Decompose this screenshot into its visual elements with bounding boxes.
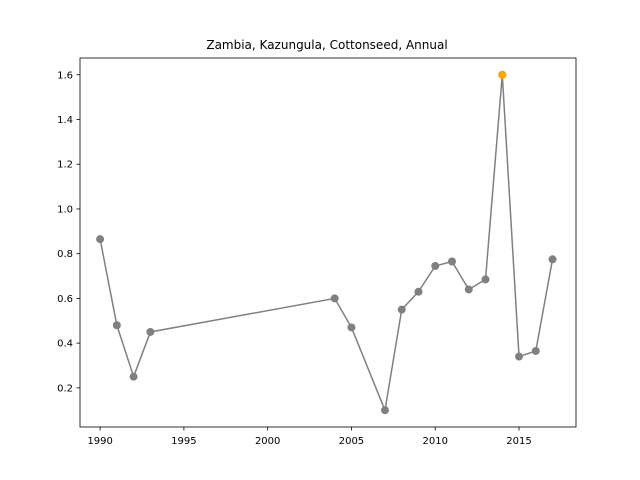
y-tick-label: 1.6 <box>57 70 73 81</box>
x-tick-label: 2000 <box>255 436 280 447</box>
x-tick-label: 1995 <box>171 436 196 447</box>
x-tick-label: 2005 <box>339 436 364 447</box>
data-point <box>96 235 105 244</box>
data-point <box>397 305 406 314</box>
plot-area: 1990 1995 2000 2005 2010 2015 0.2 0.4 0.6 0.8 1.0 1… <box>57 57 577 447</box>
y-tick-label: 0.8 <box>57 249 73 260</box>
data-point <box>548 255 557 264</box>
data-point <box>330 294 339 303</box>
data-point <box>531 346 540 355</box>
data-point <box>146 327 155 336</box>
data-point <box>112 321 121 330</box>
x-tick-label: 2015 <box>506 436 531 447</box>
data-point <box>464 285 473 294</box>
data-point <box>515 352 524 361</box>
y-tick-label: 0.6 <box>57 294 73 305</box>
data-point <box>481 275 490 284</box>
y-tick-label: 0.4 <box>57 339 73 350</box>
data-point <box>380 406 389 415</box>
chart-title: Zambia, Kazungula, Cottonseed, Annual <box>206 38 447 52</box>
series-line <box>99 74 554 413</box>
axes-frame <box>79 57 577 428</box>
y-tick-label: 0.2 <box>57 383 73 394</box>
y-tick-label: 1.0 <box>57 204 73 215</box>
data-point <box>431 261 440 270</box>
data-point <box>414 287 423 296</box>
highlighted-data-point <box>498 70 507 79</box>
data-point <box>129 372 138 381</box>
data-point <box>448 257 456 266</box>
x-tick-label: 2010 <box>423 436 448 447</box>
y-tick-label: 1.4 <box>57 115 73 126</box>
x-tick-label: 1990 <box>87 436 112 447</box>
y-tick-label: 1.2 <box>57 160 73 171</box>
data-point <box>347 323 356 332</box>
